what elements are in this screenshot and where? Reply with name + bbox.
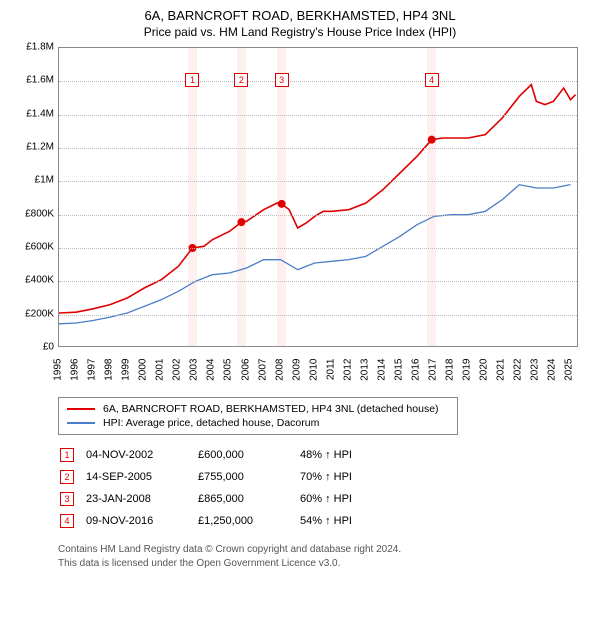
sale-price: £1,250,000 — [198, 511, 298, 531]
y-axis-label: £1.6M — [12, 75, 54, 86]
chart-svg — [59, 48, 577, 346]
sale-date: 14-SEP-2005 — [86, 467, 196, 487]
x-axis-label: 2022 — [513, 359, 524, 389]
x-axis-label: 2019 — [462, 359, 473, 389]
x-axis-label: 2000 — [138, 359, 149, 389]
legend-label: HPI: Average price, detached house, Daco… — [103, 417, 319, 429]
x-axis-label: 2009 — [291, 359, 302, 389]
footer-line-1: Contains HM Land Registry data © Crown c… — [58, 543, 588, 557]
sale-delta: 48% ↑ HPI — [300, 445, 362, 465]
legend-swatch — [67, 422, 95, 424]
x-axis-label: 2021 — [496, 359, 507, 389]
x-axis-label: 2017 — [428, 359, 439, 389]
x-axis-label: 1997 — [87, 359, 98, 389]
chart-title: 6A, BARNCROFT ROAD, BERKHAMSTED, HP4 3NL — [12, 8, 588, 23]
footer-line-2: This data is licensed under the Open Gov… — [58, 557, 588, 571]
legend: 6A, BARNCROFT ROAD, BERKHAMSTED, HP4 3NL… — [58, 397, 458, 435]
x-axis-label: 2018 — [445, 359, 456, 389]
x-axis-label: 2002 — [172, 359, 183, 389]
x-axis-label: 1996 — [70, 359, 81, 389]
sale-delta: 54% ↑ HPI — [300, 511, 362, 531]
chart-container: 6A, BARNCROFT ROAD, BERKHAMSTED, HP4 3NL… — [0, 0, 600, 582]
x-axis-label: 2003 — [189, 359, 200, 389]
sale-marker-box: 4 — [425, 73, 439, 87]
sale-num-icon: 2 — [60, 470, 74, 484]
x-axis-label: 1999 — [121, 359, 132, 389]
sale-date: 23-JAN-2008 — [86, 489, 196, 509]
x-axis-label: 2010 — [308, 359, 319, 389]
sale-price: £865,000 — [198, 489, 298, 509]
legend-label: 6A, BARNCROFT ROAD, BERKHAMSTED, HP4 3NL… — [103, 403, 439, 415]
x-axis-label: 1998 — [104, 359, 115, 389]
x-axis-label: 2006 — [240, 359, 251, 389]
footer-attribution: Contains HM Land Registry data © Crown c… — [58, 543, 588, 570]
chart-subtitle: Price paid vs. HM Land Registry's House … — [12, 25, 588, 39]
x-axis-label: 2023 — [530, 359, 541, 389]
chart-area: 1 2 3 4 £0 £200K £400K £600K £800K £1M £1.2M £1.4M… — [12, 47, 588, 387]
x-axis-label: 1995 — [53, 359, 64, 389]
sale-delta: 70% ↑ HPI — [300, 467, 362, 487]
sale-dot — [278, 200, 286, 208]
table-row: 4 09-NOV-2016£1,250,00054% ↑ HPI — [60, 511, 362, 531]
legend-swatch — [67, 408, 95, 410]
y-axis-label: £1M — [12, 175, 54, 186]
series-line — [59, 85, 576, 313]
sale-marker-box: 3 — [275, 73, 289, 87]
table-row: 1 04-NOV-2002£600,00048% ↑ HPI — [60, 445, 362, 465]
sale-num-cell: 1 — [60, 445, 84, 465]
sale-num-icon: 4 — [60, 514, 74, 528]
y-axis-label: £400K — [12, 275, 54, 286]
x-axis-label: 2005 — [223, 359, 234, 389]
x-axis-label: 2013 — [359, 359, 370, 389]
sale-num-icon: 3 — [60, 492, 74, 506]
sale-num-cell: 3 — [60, 489, 84, 509]
table-row: 3 23-JAN-2008£865,00060% ↑ HPI — [60, 489, 362, 509]
sale-marker-box: 1 — [185, 73, 199, 87]
x-axis-label: 2025 — [564, 359, 575, 389]
x-axis-label: 2016 — [411, 359, 422, 389]
y-axis-label: £1.2M — [12, 142, 54, 153]
sale-date: 04-NOV-2002 — [86, 445, 196, 465]
sale-price: £600,000 — [198, 445, 298, 465]
x-axis-label: 2008 — [274, 359, 285, 389]
sale-marker-box: 2 — [234, 73, 248, 87]
x-axis-label: 2001 — [155, 359, 166, 389]
plot-region: 1 2 3 4 — [58, 47, 578, 347]
legend-item: HPI: Average price, detached house, Daco… — [67, 416, 449, 430]
x-axis-label: 2011 — [325, 359, 336, 389]
sale-date: 09-NOV-2016 — [86, 511, 196, 531]
sale-delta: 60% ↑ HPI — [300, 489, 362, 509]
x-axis-label: 2004 — [206, 359, 217, 389]
legend-item: 6A, BARNCROFT ROAD, BERKHAMSTED, HP4 3NL… — [67, 402, 449, 416]
x-axis-label: 2015 — [393, 359, 404, 389]
sale-price: £755,000 — [198, 467, 298, 487]
x-axis-label: 2007 — [257, 359, 268, 389]
y-axis-label: £1.4M — [12, 108, 54, 119]
x-axis-label: 2020 — [479, 359, 490, 389]
sale-num-cell: 4 — [60, 511, 84, 531]
y-axis-label: £200K — [12, 308, 54, 319]
sale-num-icon: 1 — [60, 448, 74, 462]
y-axis-label: £600K — [12, 242, 54, 253]
sale-num-cell: 2 — [60, 467, 84, 487]
y-axis-label: £800K — [12, 208, 54, 219]
series-line — [59, 185, 570, 324]
x-axis-label: 2012 — [342, 359, 353, 389]
x-axis-label: 2024 — [547, 359, 558, 389]
table-row: 2 14-SEP-2005£755,00070% ↑ HPI — [60, 467, 362, 487]
sales-table: 1 04-NOV-2002£600,00048% ↑ HPI 2 14-SEP-200… — [58, 443, 364, 533]
x-axis-label: 2014 — [376, 359, 387, 389]
y-axis-label: £0 — [12, 342, 54, 353]
sale-dot — [428, 136, 436, 144]
sale-dot — [237, 218, 245, 226]
y-axis-label: £1.8M — [12, 42, 54, 53]
